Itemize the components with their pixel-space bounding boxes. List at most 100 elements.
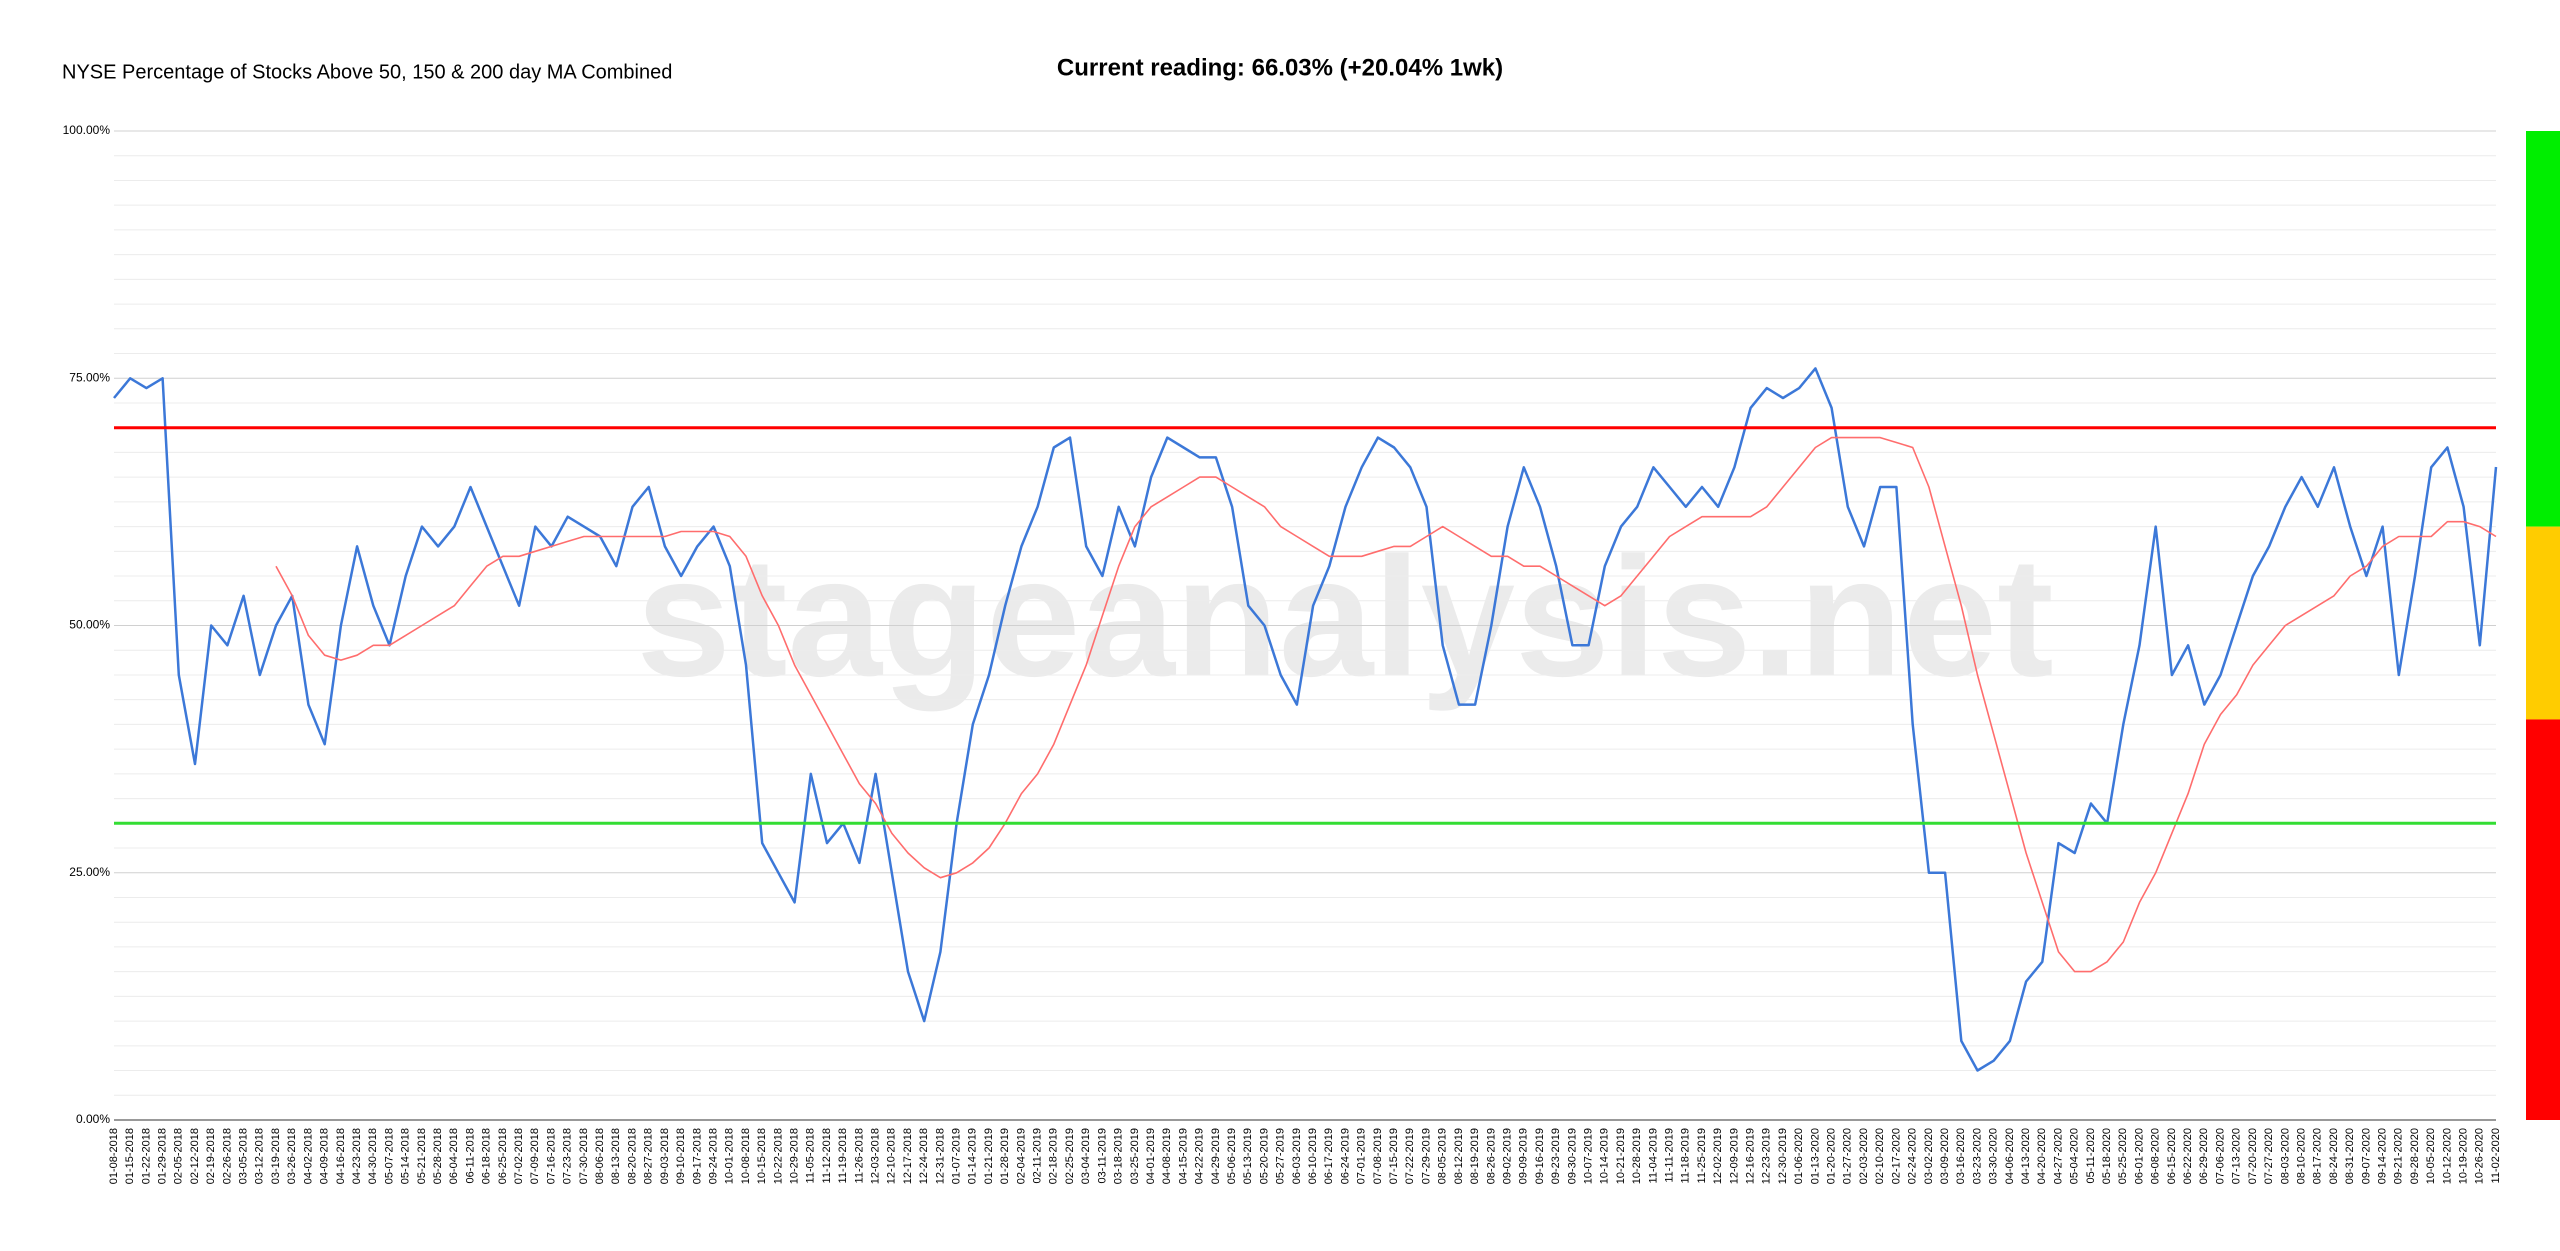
- x-tick-label: 06-04-2018: [448, 1128, 460, 1184]
- x-tick-label: 08-19-2019: [1469, 1128, 1481, 1184]
- x-tick-label: 05-18-2020: [2101, 1128, 2113, 1184]
- x-tick-label: 04-01-2019: [1145, 1128, 1157, 1184]
- x-tick-label: 06-25-2018: [497, 1128, 509, 1184]
- x-tick-label: 08-06-2018: [594, 1128, 606, 1184]
- x-tick-label: 07-06-2020: [2214, 1128, 2226, 1184]
- x-tick-label: 02-17-2020: [1890, 1128, 1902, 1184]
- x-tick-label: 06-24-2019: [1339, 1128, 1351, 1184]
- x-tick-label: 07-30-2018: [578, 1128, 590, 1184]
- x-tick-label: 12-17-2018: [902, 1128, 914, 1184]
- x-tick-label: 07-08-2019: [1372, 1128, 1384, 1184]
- x-tick-label: 05-14-2018: [400, 1128, 412, 1184]
- watermark: stageanalysis.net: [636, 522, 2053, 712]
- x-tick-label: 06-29-2020: [2198, 1128, 2210, 1184]
- series-line: [275, 436, 2497, 973]
- x-tick-label: 08-03-2020: [2279, 1128, 2291, 1184]
- x-tick-label: 03-04-2019: [1080, 1128, 1092, 1184]
- y-tick-label: 25.00%: [69, 865, 110, 879]
- x-tick-label: 10-21-2019: [1615, 1128, 1627, 1184]
- y-tick-label: 0.00%: [76, 1112, 110, 1126]
- x-tick-label: 05-21-2018: [416, 1128, 428, 1184]
- x-tick-label: 10-01-2018: [724, 1128, 736, 1184]
- x-tick-label: 09-30-2019: [1566, 1128, 1578, 1184]
- x-tick-label: 04-30-2018: [367, 1128, 379, 1184]
- x-tick-label: 01-28-2019: [999, 1128, 1011, 1184]
- x-tick-label: 08-31-2020: [2344, 1128, 2356, 1184]
- x-tick-label: 03-30-2020: [1988, 1128, 2000, 1184]
- x-tick-label: 08-17-2020: [2312, 1128, 2324, 1184]
- x-tick-label: 08-24-2020: [2328, 1128, 2340, 1184]
- x-tick-label: 05-28-2018: [432, 1128, 444, 1184]
- x-tick-label: 03-11-2019: [1096, 1128, 1108, 1183]
- x-tick-label: 07-13-2020: [2231, 1128, 2243, 1184]
- x-tick-label: 01-06-2020: [1793, 1128, 1805, 1184]
- x-tick-label: 06-22-2020: [2182, 1128, 2194, 1184]
- x-tick-label: 03-05-2018: [238, 1128, 250, 1184]
- x-tick-label: 09-28-2020: [2409, 1128, 2421, 1184]
- x-tick-label: 08-26-2019: [1485, 1128, 1497, 1184]
- x-tick-label: 09-10-2018: [675, 1128, 687, 1184]
- x-tick-label: 10-05-2020: [2425, 1128, 2437, 1184]
- x-tick-label: 03-26-2018: [286, 1128, 298, 1184]
- zone-band: [2526, 131, 2560, 527]
- x-tick-label: 10-15-2018: [756, 1128, 768, 1184]
- x-tick-label: 10-12-2020: [2441, 1128, 2453, 1184]
- x-tick-label: 05-27-2019: [1275, 1128, 1287, 1184]
- x-tick-label: 02-12-2018: [189, 1128, 201, 1184]
- x-tick-label: 01-07-2019: [951, 1128, 963, 1184]
- x-tick-label: 06-15-2020: [2166, 1128, 2178, 1184]
- x-tick-label: 11-18-2019: [1680, 1128, 1692, 1183]
- x-tick-label: 06-18-2018: [481, 1128, 493, 1184]
- x-tick-label: 03-02-2020: [1923, 1128, 1935, 1184]
- x-tick-label: 01-13-2020: [1809, 1128, 1821, 1184]
- x-tick-label: 07-23-2018: [562, 1128, 574, 1184]
- x-tick-label: 12-03-2018: [869, 1128, 881, 1184]
- x-tick-label: 01-20-2020: [1826, 1128, 1838, 1184]
- x-tick-label: 04-13-2020: [2020, 1128, 2032, 1184]
- x-tick-label: 05-20-2019: [1258, 1128, 1270, 1184]
- x-tick-label: 09-23-2019: [1550, 1128, 1562, 1184]
- x-tick-label: 06-11-2018: [464, 1128, 476, 1183]
- x-tick-label: 09-09-2019: [1518, 1128, 1530, 1184]
- x-tick-label: 04-27-2020: [2052, 1128, 2064, 1184]
- x-tick-label: 08-10-2020: [2295, 1128, 2307, 1184]
- x-tick-label: 02-18-2019: [1048, 1128, 1060, 1184]
- x-tick-label: 11-05-2018: [805, 1128, 817, 1183]
- x-tick-label: 05-07-2018: [383, 1128, 395, 1184]
- x-tick-label: 12-10-2018: [886, 1128, 898, 1184]
- x-tick-label: 03-23-2020: [1971, 1128, 1983, 1184]
- x-tick-label: 04-23-2018: [351, 1128, 363, 1184]
- x-tick-label: 02-26-2018: [221, 1128, 233, 1184]
- x-tick-label: 07-27-2020: [2263, 1128, 2275, 1184]
- x-tick-label: 07-29-2019: [1420, 1128, 1432, 1184]
- x-tick-label: 12-31-2018: [934, 1128, 946, 1184]
- x-tick-label: 04-09-2018: [319, 1128, 331, 1184]
- x-tick-label: 03-18-2019: [1113, 1128, 1125, 1184]
- x-tick-label: 08-12-2019: [1453, 1128, 1465, 1184]
- x-tick-label: 02-03-2020: [1858, 1128, 1870, 1184]
- x-tick-label: 09-02-2019: [1501, 1128, 1513, 1184]
- x-tick-label: 10-08-2018: [740, 1128, 752, 1184]
- x-tick-label: 09-17-2018: [691, 1128, 703, 1184]
- x-tick-label: 04-06-2020: [2004, 1128, 2016, 1184]
- x-tick-label: 07-09-2018: [529, 1128, 541, 1184]
- chart-subtitle: Current reading: 66.03% (+20.04% 1wk): [1057, 54, 1503, 81]
- x-tick-label: 01-29-2018: [157, 1128, 169, 1184]
- x-tick-label: 01-27-2020: [1842, 1128, 1854, 1184]
- y-tick-label: 100.00%: [63, 123, 111, 137]
- x-tick-label: 01-14-2019: [967, 1128, 979, 1184]
- x-tick-label: 02-24-2020: [1907, 1128, 1919, 1184]
- x-tick-label: 05-04-2020: [2069, 1128, 2081, 1184]
- x-tick-label: 04-02-2018: [302, 1128, 314, 1184]
- x-tick-label: 05-06-2019: [1226, 1128, 1238, 1184]
- x-tick-label: 02-04-2019: [1015, 1128, 1027, 1184]
- x-tick-label: 04-22-2019: [1194, 1128, 1206, 1184]
- x-tick-label: 03-19-2018: [270, 1128, 282, 1184]
- x-tick-label: 05-13-2019: [1242, 1128, 1254, 1184]
- x-tick-label: 11-12-2018: [821, 1128, 833, 1183]
- x-tick-label: 04-20-2020: [2036, 1128, 2048, 1184]
- x-tick-label: 08-05-2019: [1437, 1128, 1449, 1184]
- zone-band: [2526, 526, 2560, 720]
- x-tick-label: 10-19-2020: [2457, 1128, 2469, 1184]
